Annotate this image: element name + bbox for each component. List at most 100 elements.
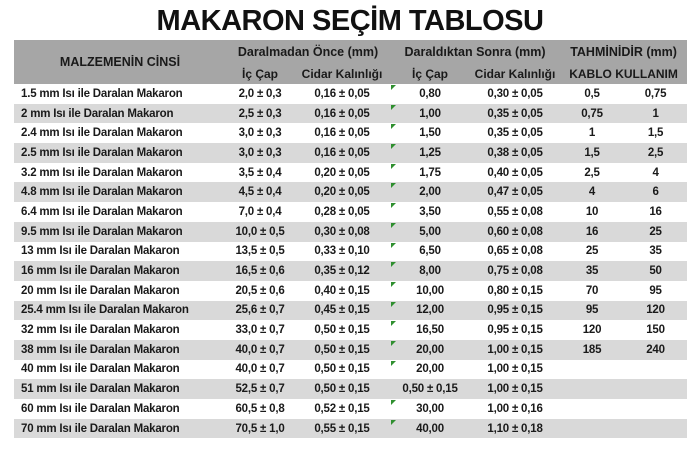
table-row: 25.4 mm Isı ile Daralan Makaron 25,6 ± 0… xyxy=(14,300,688,321)
cable-usage-max-cell: 4 xyxy=(652,166,659,179)
cable-usage-max-cell: 150 xyxy=(646,324,665,337)
column-header-inner-diameter-before: İç Çap xyxy=(226,63,294,84)
column-header-wall-thickness-after: Cidar Kalınlığı xyxy=(470,63,561,84)
wall-thickness-after-cell: 0,75 ± 0,08 xyxy=(487,265,543,278)
makaron-selection-table: MALZEMENİN CİNSİ Daralmadan Önce (mm) Da… xyxy=(14,40,688,439)
inner-diameter-before-cell: 20,5 ± 0,6 xyxy=(235,284,285,297)
cable-usage-min-cell xyxy=(560,419,624,439)
cable-usage-max-cell xyxy=(624,399,687,419)
wall-thickness-before-cell: 0,33 ± 0,10 xyxy=(314,245,370,258)
wall-thickness-after-cell: 1,00 ± 0,16 xyxy=(487,402,543,415)
cable-usage-min-cell: 95 xyxy=(585,304,599,317)
column-header-material: MALZEMENİN CİNSİ xyxy=(14,40,226,84)
cable-usage-max-cell: 0,75 xyxy=(644,87,667,100)
wall-thickness-after-cell: 0,30 ± 0,05 xyxy=(487,87,543,100)
material-name-cell: 9.5 mm Isı ile Daralan Makaron xyxy=(21,225,183,238)
table-row: 20 mm Isı ile Daralan Makaron 20,5 ± 0,6… xyxy=(14,281,687,301)
inner-diameter-before-cell: 40,0 ± 0,7 xyxy=(235,363,285,376)
cable-usage-max-cell: 1 xyxy=(652,107,659,120)
material-name-cell: 3.2 mm Isı ile Daralan Makaron xyxy=(21,166,183,179)
cable-usage-max-cell xyxy=(624,419,687,439)
material-name-cell: 13 mm Isı ile Daralan Makaron xyxy=(21,245,180,258)
wall-thickness-after-cell: 1,00 ± 0,15 xyxy=(487,343,543,356)
table-row: 38 mm Isı ile Daralan Makaron 40,0 ± 0,7… xyxy=(14,339,688,360)
wall-thickness-after-cell: 0,55 ± 0,08 xyxy=(487,205,543,218)
excel-corner-flag-icon xyxy=(391,281,397,287)
excel-corner-flag-icon xyxy=(391,163,397,169)
cable-usage-max-cell: 2,5 xyxy=(647,146,664,159)
wall-thickness-after-cell: 1,00 ± 0,15 xyxy=(487,363,543,376)
inner-diameter-before-cell: 33,0 ± 0,7 xyxy=(235,324,285,337)
inner-diameter-after-cell: 0,50 ± 0,15 xyxy=(402,383,458,396)
wall-thickness-after-cell: 0,47 ± 0,05 xyxy=(487,186,543,199)
table-row: 3.2 mm Isı ile Daralan Makaron 3,5 ± 0,4… xyxy=(14,163,687,183)
material-name-cell: 4.8 mm Isı ile Daralan Makaron xyxy=(21,186,183,199)
table-row: 6.4 mm Isı ile Daralan Makaron 7,0 ± 0,4… xyxy=(14,202,687,222)
wall-thickness-after-cell: 1,00 ± 0,15 xyxy=(487,383,543,396)
inner-diameter-before-cell: 2,5 ± 0,3 xyxy=(238,107,282,120)
material-name-cell: 40 mm Isı ile Daralan Makaron xyxy=(21,363,180,376)
table-row: 32 mm Isı ile Daralan Makaron 33,0 ± 0,7… xyxy=(14,320,687,340)
inner-diameter-before-cell: 4,5 ± 0,4 xyxy=(238,186,282,199)
cable-usage-max-cell xyxy=(624,379,687,399)
wall-thickness-before-cell: 0,16 ± 0,05 xyxy=(314,107,370,120)
inner-diameter-before-cell: 60,5 ± 0,8 xyxy=(235,402,285,415)
inner-diameter-before-cell: 25,6 ± 0,7 xyxy=(235,304,285,317)
column-group-estimate: TAHMİNİDİR (mm) xyxy=(560,40,688,63)
wall-thickness-before-cell: 0,20 ± 0,05 xyxy=(314,166,370,179)
wall-thickness-after-cell: 0,40 ± 0,05 xyxy=(487,166,543,179)
inner-diameter-after-cell: 20,00 xyxy=(390,360,470,380)
excel-corner-flag-icon xyxy=(391,301,397,307)
wall-thickness-before-cell: 0,45 ± 0,15 xyxy=(314,304,370,317)
excel-corner-flag-icon xyxy=(391,222,397,228)
inner-diameter-after-cell: 30,00 xyxy=(390,399,470,419)
cable-usage-max-cell: 95 xyxy=(649,284,662,297)
excel-corner-flag-icon xyxy=(391,419,397,425)
column-group-after-shrink: Daraldıktan Sonra (mm) xyxy=(390,40,561,63)
wall-thickness-after-cell: 0,60 ± 0,08 xyxy=(487,225,543,238)
cable-usage-min-cell: 0,75 xyxy=(581,107,603,120)
cable-usage-min-cell xyxy=(560,360,624,380)
wall-thickness-before-cell: 0,16 ± 0,05 xyxy=(314,127,370,140)
cable-usage-max-cell: 1,5 xyxy=(647,127,664,140)
inner-diameter-after-cell: 2,00 xyxy=(390,182,470,202)
inner-diameter-after-cell: 40,00 xyxy=(390,419,470,439)
wall-thickness-after-cell: 0,95 ± 0,15 xyxy=(487,324,543,337)
material-name-cell: 70 mm Isı ile Daralan Makaron xyxy=(21,422,180,435)
inner-diameter-before-cell: 3,0 ± 0,3 xyxy=(238,127,282,140)
cable-usage-min-cell: 120 xyxy=(582,324,602,337)
excel-corner-flag-icon xyxy=(391,321,397,327)
table-body: 1.5 mm Isı ile Daralan Makaron 2,0 ± 0,3… xyxy=(14,84,688,439)
material-name-cell: 60 mm Isı ile Daralan Makaron xyxy=(21,402,180,415)
wall-thickness-after-cell: 0,38 ± 0,05 xyxy=(487,146,543,159)
inner-diameter-before-cell: 52,5 ± 0,7 xyxy=(235,383,285,396)
inner-diameter-before-cell: 3,5 ± 0,4 xyxy=(238,166,282,179)
cable-usage-min-cell xyxy=(560,399,624,419)
cable-usage-max-cell: 50 xyxy=(649,265,662,278)
inner-diameter-after-cell: 1,50 xyxy=(390,123,470,143)
cable-usage-min-cell: 4 xyxy=(588,186,596,199)
inner-diameter-after-cell: 12,00 xyxy=(390,301,470,321)
inner-diameter-before-cell: 70,5 ± 1,0 xyxy=(235,422,285,435)
cable-usage-max-cell: 6 xyxy=(652,186,659,199)
material-name-cell: 32 mm Isı ile Daralan Makaron xyxy=(21,324,180,337)
table-row: 1.5 mm Isı ile Daralan Makaron 2,0 ± 0,3… xyxy=(14,84,687,104)
excel-corner-flag-icon xyxy=(391,85,397,90)
excel-corner-flag-icon xyxy=(391,360,397,366)
table-row: 70 mm Isı ile Daralan Makaron 70,5 ± 1,0… xyxy=(14,418,688,439)
table-row: 9.5 mm Isı ile Daralan Makaron 10,0 ± 0,… xyxy=(14,221,688,242)
cable-usage-max-cell xyxy=(624,360,687,380)
inner-diameter-before-cell: 2,0 ± 0,3 xyxy=(238,87,282,100)
cable-usage-max-cell: 35 xyxy=(649,245,662,258)
inner-diameter-before-cell: 40,0 ± 0,7 xyxy=(235,343,285,356)
excel-corner-flag-icon xyxy=(391,104,397,110)
cable-usage-min-cell: 185 xyxy=(582,343,602,356)
inner-diameter-before-cell: 7,0 ± 0,4 xyxy=(238,205,282,218)
inner-diameter-after-cell: 1,25 xyxy=(390,143,470,163)
table-row: 40 mm Isı ile Daralan Makaron 40,0 ± 0,7… xyxy=(14,360,687,380)
column-header-wall-thickness-before: Cidar Kalınlığı xyxy=(294,63,391,84)
inner-diameter-after-cell: 3,50 xyxy=(390,202,470,222)
column-group-before-shrink: Daralmadan Önce (mm) xyxy=(226,40,391,63)
inner-diameter-after-cell: 1,00 xyxy=(390,104,470,124)
inner-diameter-after-cell: 20,00 xyxy=(390,340,470,360)
